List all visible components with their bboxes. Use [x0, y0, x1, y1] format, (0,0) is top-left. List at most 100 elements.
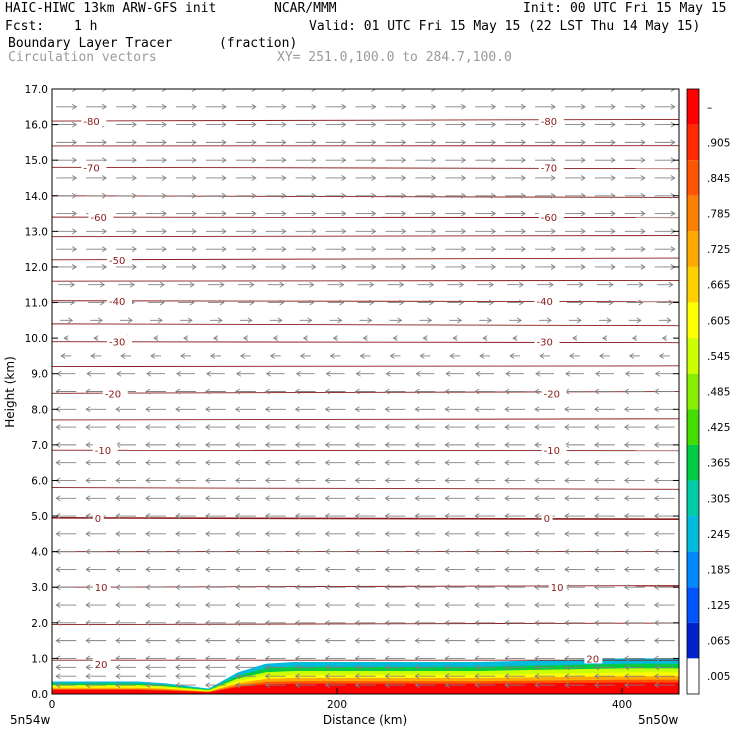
vector-head: [281, 264, 287, 270]
fcst-value: 1 h: [74, 19, 98, 34]
vector-head: [264, 655, 270, 662]
vector-head: [191, 246, 197, 253]
vector-head: [205, 459, 211, 466]
vector-head: [324, 673, 330, 680]
vector-head: [277, 317, 283, 324]
vector-head: [653, 477, 659, 484]
vector-head: [205, 673, 211, 680]
vector-head: [534, 584, 540, 591]
vector-head: [341, 121, 347, 128]
vector-head: [219, 299, 225, 306]
vector-head: [653, 664, 659, 671]
y-tick-label: 10.0: [25, 333, 48, 345]
vector-head: [414, 619, 420, 626]
vector-head: [661, 335, 667, 341]
vector-head: [205, 619, 211, 626]
vector-head: [85, 602, 91, 608]
vector-head: [534, 619, 540, 626]
temperature-contour: [52, 216, 679, 219]
vector-head: [474, 664, 480, 671]
vector-head: [145, 584, 151, 591]
vector-head: [384, 388, 390, 395]
vector-head: [429, 299, 435, 306]
vector-head: [145, 513, 151, 519]
vector-head: [623, 495, 630, 502]
vector-head: [221, 89, 227, 92]
vector-head: [534, 602, 540, 608]
vector-head: [145, 673, 151, 680]
vector-head: [564, 673, 570, 680]
vector-head: [504, 406, 510, 413]
vector-head: [161, 228, 167, 235]
vector-head: [354, 388, 360, 395]
vector-head: [324, 655, 330, 662]
colorbar-segment: [687, 480, 699, 517]
vector-head: [332, 335, 338, 341]
temperature-contour: [52, 166, 679, 170]
vector-head: [384, 548, 390, 555]
vector-head: [324, 424, 330, 430]
vector-head: [371, 139, 377, 146]
y-tick-label: 16.0: [25, 120, 48, 132]
contour-label: -60: [541, 213, 557, 224]
vector-head: [70, 299, 76, 306]
vector-head: [623, 584, 630, 591]
vector-head: [594, 637, 600, 644]
y-tick-label: 15.0: [25, 155, 48, 167]
vector-head: [219, 281, 225, 288]
vector-head: [444, 584, 450, 591]
vector-head: [309, 281, 315, 288]
vector-head: [341, 192, 347, 199]
vector-head: [159, 281, 165, 288]
vector-head: [294, 513, 300, 519]
vector-head: [115, 530, 121, 537]
temperature-contour: [52, 279, 679, 282]
vector-head: [311, 157, 317, 164]
vector-head: [384, 602, 390, 608]
vector-head: [461, 228, 467, 235]
vector-head: [234, 424, 241, 430]
vector-head: [101, 264, 108, 270]
vector-head: [623, 619, 630, 626]
vector-head: [295, 370, 301, 377]
vector-head: [431, 264, 437, 270]
vector-head: [72, 246, 78, 253]
vector-head: [115, 673, 121, 680]
vector-head: [115, 655, 121, 662]
vector-head: [399, 299, 405, 306]
vector-head: [670, 103, 676, 110]
vector-head: [461, 103, 467, 110]
vector-head: [55, 673, 61, 680]
vector-head: [490, 121, 497, 128]
vector-head: [488, 281, 495, 288]
vector-head: [221, 103, 227, 110]
vector-head: [534, 477, 540, 484]
vector-head: [444, 637, 450, 644]
x-tick-label: 200: [327, 699, 347, 711]
contour-label: -10: [95, 446, 111, 457]
vector-head: [217, 317, 223, 324]
vector-head: [564, 602, 570, 608]
vector-head: [414, 548, 420, 555]
temperature-contour: [52, 300, 679, 303]
vector-head: [115, 477, 121, 484]
vector-head: [145, 459, 151, 466]
vector-head: [670, 246, 676, 253]
vector-head: [594, 673, 600, 680]
vector-head: [294, 673, 300, 680]
vector-head: [419, 353, 425, 359]
vector-head: [70, 281, 76, 288]
vector-head: [131, 139, 137, 146]
vector-head: [610, 157, 616, 164]
vector-head: [414, 584, 420, 591]
vector-head: [264, 664, 270, 671]
vector-head: [145, 619, 151, 626]
vector-head: [474, 673, 480, 680]
vector-head: [281, 121, 287, 128]
vector-head: [115, 584, 121, 591]
vector-head: [175, 388, 181, 395]
vector-head: [367, 317, 373, 324]
vector-head: [504, 664, 510, 671]
vector-head: [580, 157, 586, 164]
vector-head: [534, 530, 540, 537]
